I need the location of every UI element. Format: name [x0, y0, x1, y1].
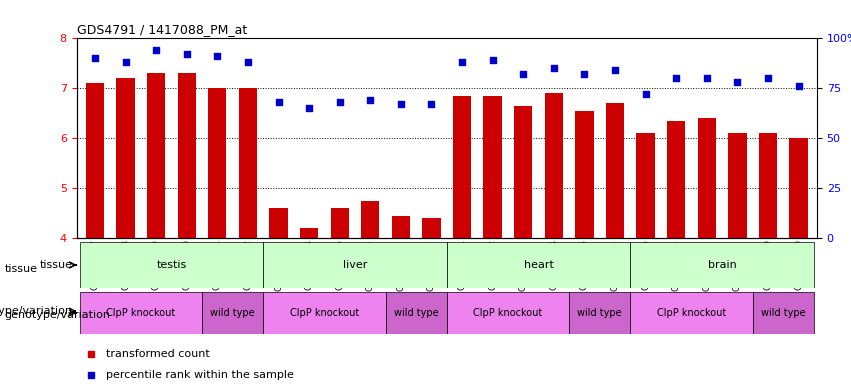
Point — [486, 57, 500, 63]
Point — [578, 71, 591, 78]
Text: wild type: wild type — [394, 308, 438, 318]
Point — [119, 59, 133, 65]
Text: genotype/variation: genotype/variation — [4, 310, 111, 320]
Point — [639, 91, 653, 98]
Point — [89, 55, 102, 61]
Text: percentile rank within the sample: percentile rank within the sample — [106, 370, 294, 380]
FancyBboxPatch shape — [631, 242, 814, 288]
Point — [394, 101, 408, 108]
Bar — [391, 216, 410, 238]
Bar — [269, 208, 288, 238]
Point — [425, 101, 438, 108]
FancyBboxPatch shape — [80, 292, 202, 334]
Point — [670, 75, 683, 81]
Text: transformed count: transformed count — [106, 349, 210, 359]
Text: liver: liver — [343, 260, 367, 270]
Point — [210, 53, 224, 60]
Bar — [86, 83, 104, 238]
Point — [791, 83, 805, 89]
Text: ClpP knockout: ClpP knockout — [657, 308, 726, 318]
FancyBboxPatch shape — [386, 292, 447, 334]
FancyBboxPatch shape — [447, 292, 569, 334]
Point — [180, 51, 193, 58]
Point — [608, 67, 622, 73]
FancyBboxPatch shape — [202, 292, 263, 334]
Text: wild type: wild type — [210, 308, 255, 318]
Point — [547, 65, 561, 71]
Point — [363, 97, 377, 103]
Bar — [790, 138, 808, 238]
Text: heart: heart — [523, 260, 553, 270]
Bar — [575, 111, 594, 238]
Bar — [178, 73, 196, 238]
Text: tissue: tissue — [4, 264, 37, 274]
Bar — [545, 93, 563, 238]
FancyBboxPatch shape — [569, 292, 631, 334]
Bar — [330, 208, 349, 238]
FancyBboxPatch shape — [263, 242, 447, 288]
FancyBboxPatch shape — [80, 242, 263, 288]
Bar — [453, 96, 471, 238]
Bar — [422, 218, 441, 238]
Text: wild type: wild type — [761, 308, 806, 318]
Bar — [208, 88, 226, 238]
Bar — [606, 103, 625, 238]
Point — [241, 59, 254, 65]
Bar — [759, 133, 777, 238]
Bar — [239, 88, 257, 238]
Text: genotype/variation: genotype/variation — [0, 306, 72, 316]
Bar — [637, 133, 654, 238]
FancyBboxPatch shape — [263, 292, 386, 334]
Bar — [514, 106, 533, 238]
Point — [302, 105, 316, 111]
FancyBboxPatch shape — [447, 242, 631, 288]
Text: GDS4791 / 1417088_PM_at: GDS4791 / 1417088_PM_at — [77, 23, 247, 36]
FancyBboxPatch shape — [753, 292, 814, 334]
Point — [761, 75, 774, 81]
Text: ClpP knockout: ClpP knockout — [106, 308, 175, 318]
Bar — [698, 118, 716, 238]
Bar — [361, 200, 380, 238]
Bar — [728, 133, 746, 238]
Text: ClpP knockout: ClpP knockout — [473, 308, 543, 318]
Bar — [300, 228, 318, 238]
Point — [455, 59, 469, 65]
Text: testis: testis — [157, 260, 186, 270]
Bar — [667, 121, 685, 238]
Bar — [147, 73, 165, 238]
FancyBboxPatch shape — [631, 292, 753, 334]
Text: brain: brain — [708, 260, 736, 270]
Point — [271, 99, 285, 105]
Text: ClpP knockout: ClpP knockout — [290, 308, 359, 318]
Point — [333, 99, 346, 105]
Text: tissue: tissue — [40, 260, 72, 270]
Point — [517, 71, 530, 78]
Point — [700, 75, 714, 81]
Text: wild type: wild type — [578, 308, 622, 318]
Bar — [117, 78, 134, 238]
Bar — [483, 96, 502, 238]
Point — [149, 47, 163, 53]
Point — [731, 79, 745, 85]
